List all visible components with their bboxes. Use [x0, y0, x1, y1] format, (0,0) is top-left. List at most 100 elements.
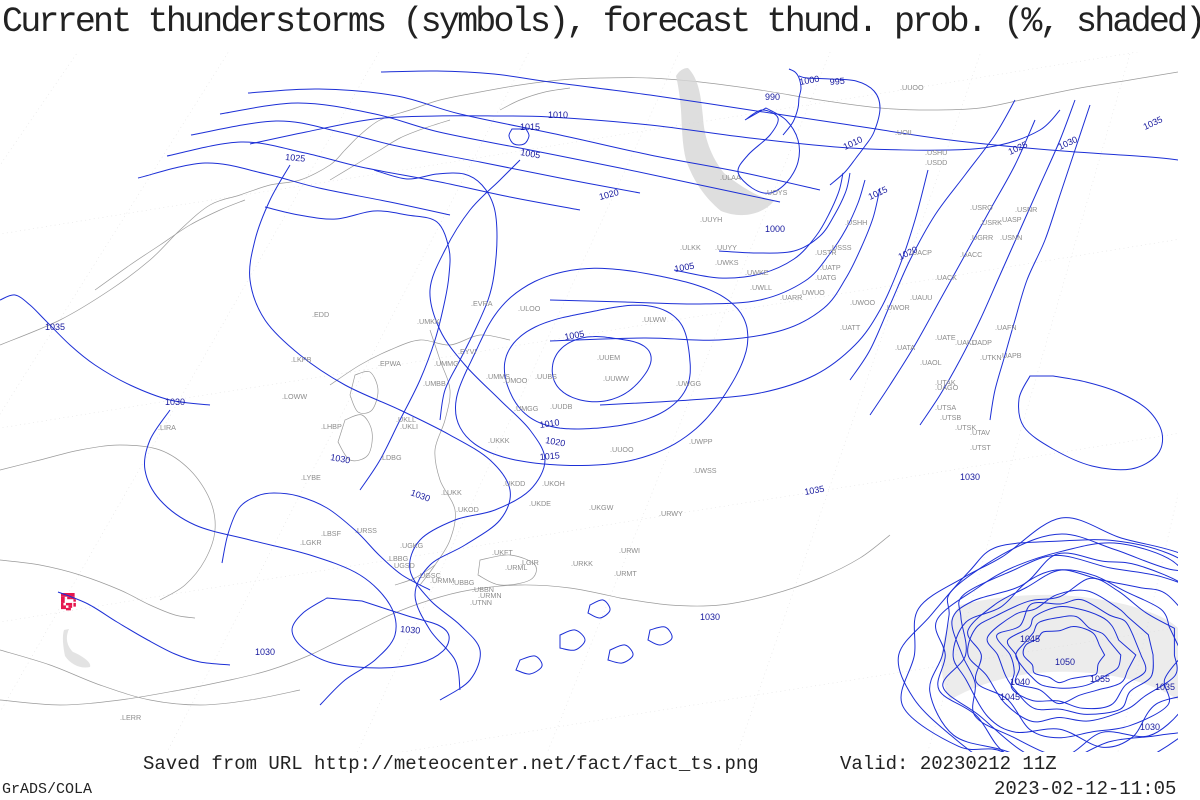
svg-text:.UKFT: .UKFT	[492, 548, 513, 557]
svg-text:.UWKS: .UWKS	[715, 258, 739, 267]
svg-text:.UTAK: .UTAK	[935, 378, 956, 387]
svg-text:.UGKG: .UGKG	[400, 541, 424, 550]
svg-text:.URWI: .URWI	[619, 546, 640, 555]
svg-text:.UASP: .UASP	[1000, 215, 1022, 224]
svg-text:1010: 1010	[842, 134, 864, 152]
svg-text:.UMGG: .UMGG	[514, 404, 539, 413]
svg-text:.USHU: .USHU	[925, 148, 947, 157]
svg-text:.UWOR: .UWOR	[885, 303, 910, 312]
svg-text:.LKPB: .LKPB	[291, 355, 312, 364]
svg-text:.LUKK: .LUKK	[441, 488, 462, 497]
svg-text:1030: 1030	[400, 624, 421, 636]
svg-text:.LERR: .LERR	[120, 713, 141, 722]
svg-text:.UWOO: .UWOO	[850, 298, 876, 307]
svg-text:1030: 1030	[1140, 722, 1160, 732]
svg-text:.USNR: .USNR	[1015, 205, 1037, 214]
svg-text:.UBBN: .UBBN	[472, 585, 494, 594]
svg-text:1030: 1030	[255, 647, 275, 657]
svg-text:.UAPB: .UAPB	[1000, 351, 1022, 360]
svg-text:.UATA: .UATA	[895, 343, 915, 352]
svg-text:.USRO: .USRO	[970, 203, 993, 212]
svg-text:.UUBS: .UUBS	[535, 372, 557, 381]
svg-text:1055: 1055	[1090, 674, 1110, 684]
svg-text:.UMOO: .UMOO	[503, 376, 528, 385]
svg-text:1025: 1025	[285, 152, 306, 164]
svg-text:.UGSD: .UGSD	[392, 561, 415, 570]
svg-text:.UATG: .UATG	[815, 273, 837, 282]
svg-text:.LYBE: .LYBE	[301, 473, 321, 482]
svg-text:.UATP: .UATP	[820, 263, 841, 272]
svg-text:990: 990	[765, 92, 780, 102]
svg-text:.UKOD: .UKOD	[456, 505, 479, 514]
svg-text:.UAUU: .UAUU	[910, 293, 932, 302]
svg-text:.UUWW: .UUWW	[603, 374, 629, 383]
svg-text:.UMMG: .UMMG	[434, 359, 459, 368]
svg-text:.URWY: .URWY	[659, 509, 683, 518]
svg-text:.UMBB: .UMBB	[423, 379, 446, 388]
svg-text:.UATE: .UATE	[935, 333, 956, 342]
svg-text:1050: 1050	[1055, 657, 1075, 667]
svg-text:.USTR: .USTR	[815, 248, 837, 257]
svg-text:.UMKK: .UMKK	[417, 317, 440, 326]
svg-text:.URSS: .URSS	[355, 526, 377, 535]
svg-text:.USHH: .USHH	[845, 218, 867, 227]
svg-text:.UADP: .UADP	[970, 338, 992, 347]
svg-text:1020: 1020	[598, 187, 620, 202]
svg-text:.UTST: .UTST	[970, 443, 991, 452]
svg-text:.UKDE: .UKDE	[529, 499, 551, 508]
svg-text:.UKKK: .UKKK	[488, 436, 510, 445]
svg-text:1035: 1035	[1142, 114, 1164, 132]
svg-text:.ULKK: .ULKK	[680, 243, 701, 252]
svg-text:.UWGG: .UWGG	[676, 379, 702, 388]
svg-text:.LHBP: .LHBP	[321, 422, 342, 431]
svg-text:.UWKE: .UWKE	[745, 268, 769, 277]
svg-text:.UWPP: .UWPP	[689, 437, 713, 446]
svg-text:.UWSS: .UWSS	[693, 466, 717, 475]
svg-text:1020: 1020	[545, 435, 566, 448]
svg-text:.UATT: .UATT	[840, 323, 861, 332]
svg-text:.USDD: .USDD	[925, 158, 947, 167]
svg-text:.UUYY: .UUYY	[715, 243, 737, 252]
svg-text:1015: 1015	[539, 450, 560, 462]
svg-text:995: 995	[829, 76, 845, 87]
svg-text:.UTAV: .UTAV	[970, 428, 990, 437]
svg-text:1005: 1005	[520, 147, 541, 160]
svg-text:.UACK: .UACK	[935, 273, 957, 282]
svg-text:1035: 1035	[45, 322, 65, 332]
svg-text:.UAOL: .UAOL	[920, 358, 942, 367]
svg-text:.USNN: .USNN	[1000, 233, 1022, 242]
svg-text:.UACP: .UACP	[910, 248, 932, 257]
svg-text:.EPWA: .EPWA	[378, 359, 401, 368]
svg-text:1030: 1030	[409, 487, 431, 503]
svg-text:.URML: .URML	[505, 563, 527, 572]
svg-text:.UKLI: .UKLI	[400, 422, 418, 431]
svg-text:.UTSA: .UTSA	[935, 403, 956, 412]
svg-text:1045: 1045	[1020, 634, 1040, 644]
svg-text:.UOII: .UOII	[895, 128, 912, 137]
svg-text:.ULOO: .ULOO	[518, 304, 541, 313]
svg-text:.URMT: .URMT	[614, 569, 637, 578]
svg-text:.UTSB: .UTSB	[940, 413, 961, 422]
svg-text:.UGRR: .UGRR	[970, 233, 993, 242]
svg-text:.ULWW: .ULWW	[642, 315, 666, 324]
svg-text:1035: 1035	[1155, 682, 1175, 692]
svg-text:.UKGW: .UKGW	[589, 503, 614, 512]
svg-text:.ULAA: .ULAA	[720, 173, 741, 182]
svg-text:.LIRA: .LIRA	[158, 423, 176, 432]
svg-text:.URKK: .URKK	[571, 559, 593, 568]
svg-text:.EYVI: .EYVI	[458, 347, 476, 356]
svg-text:.EVRA: .EVRA	[471, 299, 493, 308]
svg-text:.UAFN: .UAFN	[995, 323, 1017, 332]
svg-text:.UKOH: .UKOH	[542, 479, 565, 488]
svg-text:1040: 1040	[1010, 677, 1030, 687]
svg-text:.UUDB: .UUDB	[550, 402, 573, 411]
svg-text:1045: 1045	[1000, 692, 1020, 702]
svg-text:1025: 1025	[1007, 139, 1029, 157]
svg-text:.UACC: .UACC	[960, 250, 982, 259]
svg-text:.LBSF: .LBSF	[321, 529, 342, 538]
svg-text:.UOYS: .UOYS	[765, 188, 788, 197]
svg-text:.LDBG: .LDBG	[380, 453, 402, 462]
svg-text:.UUOO: .UUOO	[610, 445, 634, 454]
svg-text:.LGKR: .LGKR	[300, 538, 322, 547]
svg-text:.UUEM: .UUEM	[597, 353, 620, 362]
